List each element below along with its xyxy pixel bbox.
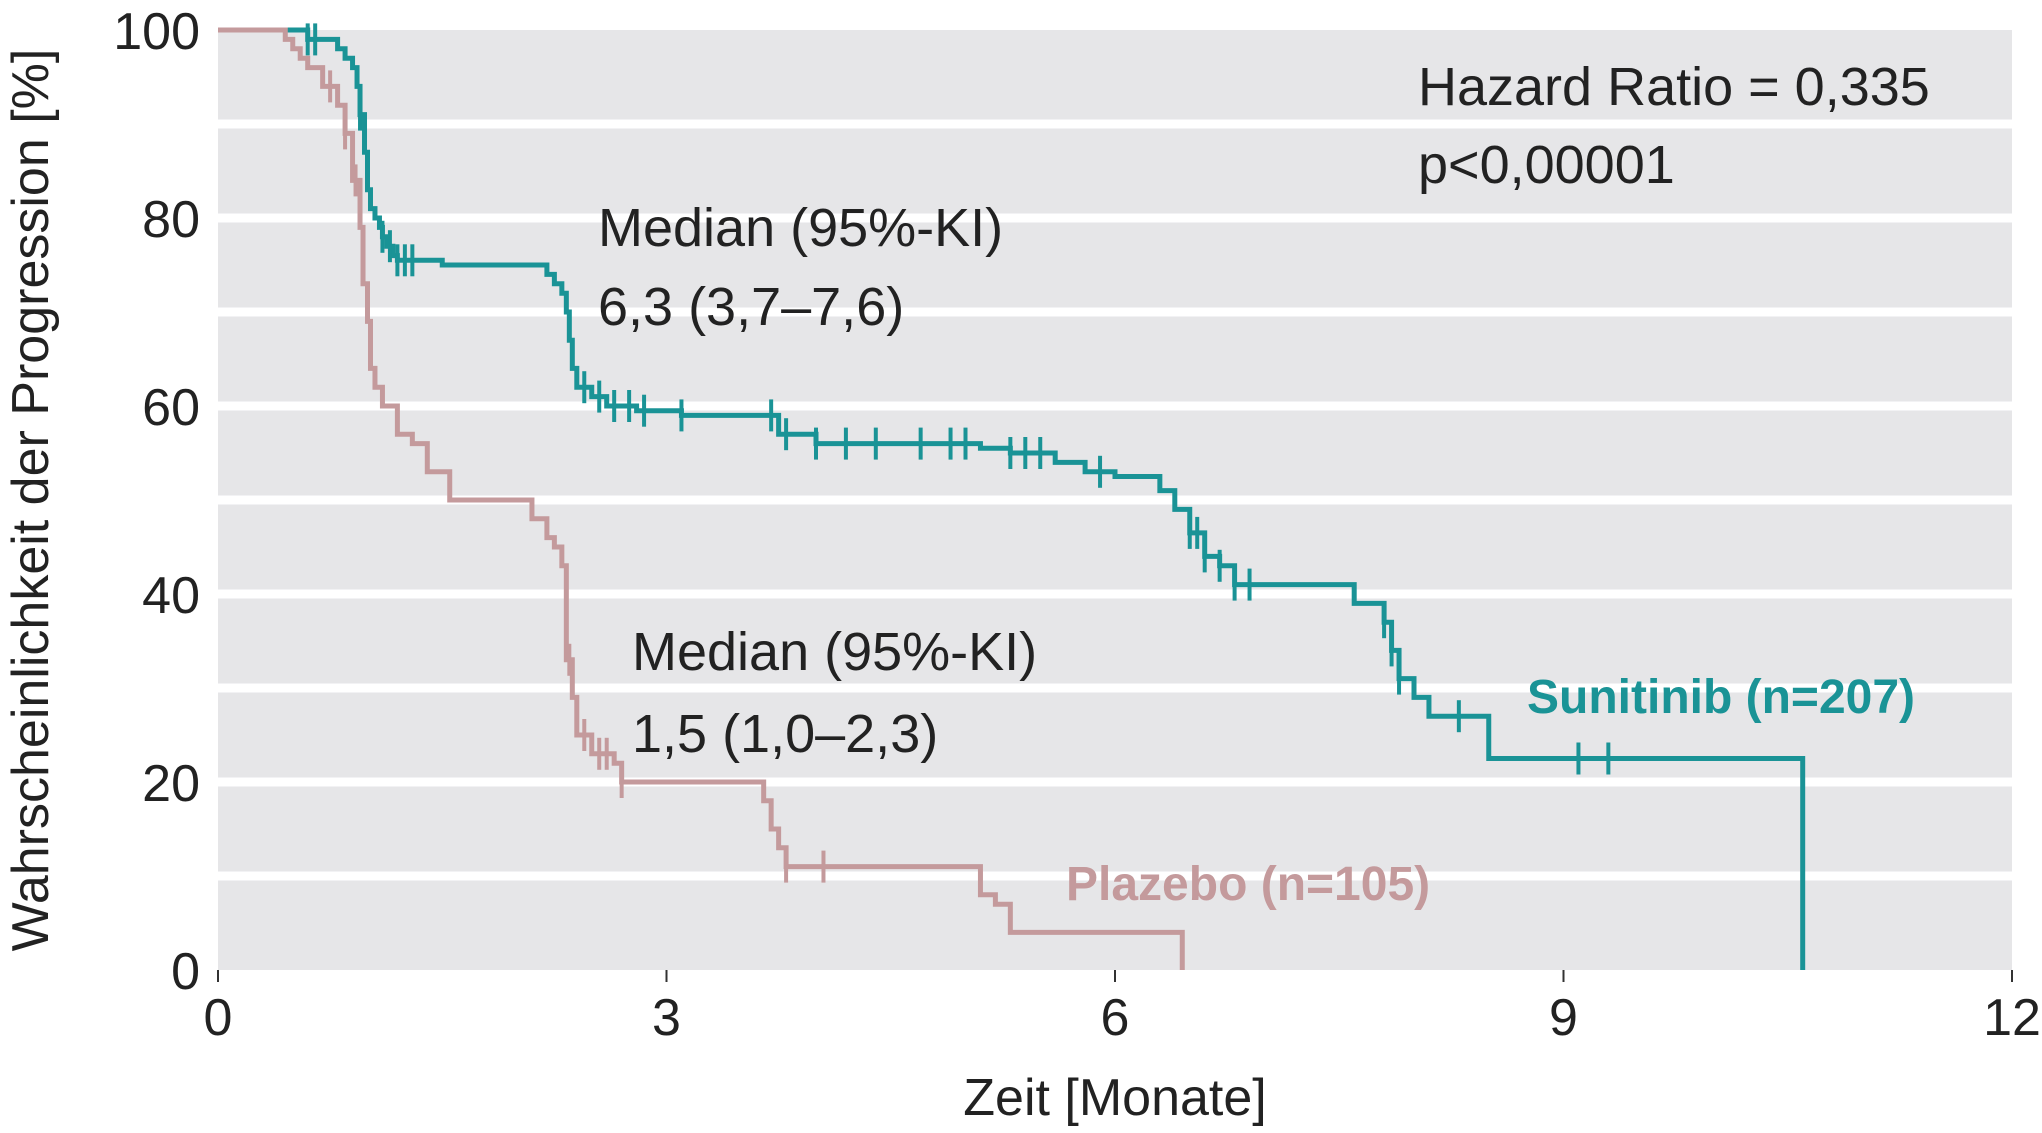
y-tick-label: 20 (142, 755, 200, 813)
y-tick-label: 0 (171, 943, 200, 1001)
y-tick-label: 40 (142, 567, 200, 625)
x-tick-label: 12 (1983, 989, 2041, 1047)
sunitinib-median-heading: Median (95%-KI) (598, 198, 1003, 258)
x-tick-label: 0 (204, 989, 233, 1047)
grid-lines (218, 119, 2012, 881)
sunitinib-series-label: Sunitinib (n=207) (1527, 671, 1915, 724)
y-tick-label: 80 (142, 191, 200, 249)
placebo-median-heading: Median (95%-KI) (632, 622, 1037, 682)
series-layer (218, 23, 1806, 970)
hazard-ratio-text: Hazard Ratio = 0,335 (1418, 57, 1930, 117)
placebo-median-value: 1,5 (1,0–2,3) (632, 704, 938, 764)
x-axis-title: Zeit [Monate] (963, 1069, 1266, 1127)
series-line-sunitinib (218, 27, 1806, 970)
sunitinib-median-value: 6,3 (3,7–7,6) (598, 277, 904, 337)
x-tick-label: 6 (1101, 989, 1130, 1047)
placebo-series-label: Plazebo (n=105) (1066, 858, 1430, 911)
y-tick-label: 100 (113, 3, 200, 61)
p-value-text: p<0,00001 (1418, 135, 1675, 195)
y-axis-title: Wahrscheinlichkeit der Progression [%] (2, 49, 60, 952)
y-tick-label: 60 (142, 379, 200, 437)
series-line-placebo (218, 27, 1185, 970)
x-tick-label: 3 (652, 989, 681, 1047)
tick-layer: 0 3 6 9 12 0 20 40 60 80 100 (113, 3, 2041, 1047)
x-tick-label: 9 (1549, 989, 1578, 1047)
